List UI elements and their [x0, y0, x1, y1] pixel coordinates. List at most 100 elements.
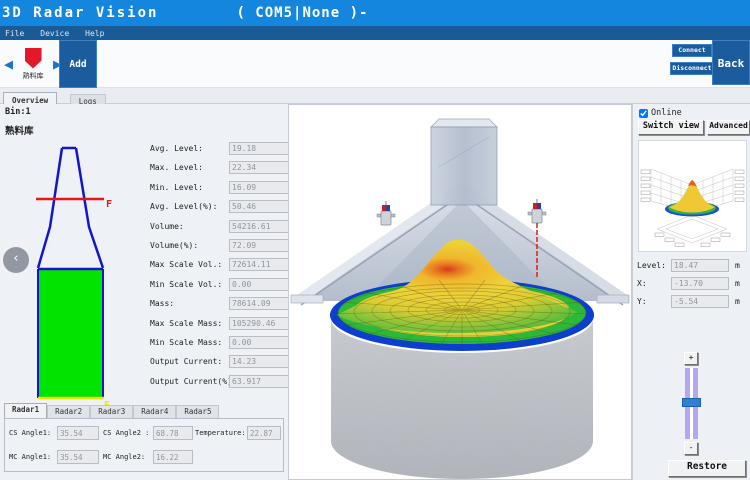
- zoom-out-button[interactable]: -: [684, 442, 698, 455]
- metric-label: Mass:: [150, 299, 175, 309]
- bin-icon-label: 熟料库: [22, 71, 44, 80]
- roof-chute: [430, 126, 498, 206]
- metric-row: Min Scale Vol.:m³: [150, 277, 307, 291]
- switch-view-button[interactable]: Switch view: [638, 120, 704, 135]
- metric-row: Avg. Level(%):%: [150, 200, 307, 214]
- radar-sensor-right-icon: [527, 199, 547, 224]
- temperature-label: Temperature:: [195, 429, 246, 437]
- bin-fill-level: [38, 269, 103, 397]
- zoom-slider-handle[interactable]: [682, 398, 701, 407]
- level-label: Level:: [637, 261, 666, 270]
- collapse-panel-button[interactable]: ‹: [3, 247, 29, 273]
- chute-top-face: [430, 118, 498, 128]
- metric-value-input[interactable]: [229, 238, 289, 252]
- back-button[interactable]: Back: [712, 40, 750, 85]
- surface-mesh: [331, 279, 593, 349]
- metric-value-input[interactable]: [229, 219, 289, 233]
- metric-value-input[interactable]: [229, 180, 289, 194]
- y-label: Y:: [637, 297, 647, 306]
- metric-label: Volume(%):: [150, 240, 199, 250]
- temperature-input[interactable]: [247, 426, 281, 440]
- connection-port-label: ( COM5|None )-: [236, 5, 369, 21]
- material-mound: [337, 239, 577, 334]
- online-checkbox[interactable]: [639, 108, 648, 118]
- radar-detail-box: CS Angle1: CS Angle2 : Temperature: MC A…: [4, 418, 284, 472]
- metric-value-input[interactable]: [229, 142, 289, 155]
- radar-tab-1[interactable]: Radar1: [4, 403, 48, 418]
- level-input[interactable]: [671, 259, 729, 272]
- metric-value-input[interactable]: [229, 335, 289, 349]
- tab-strip: Overview Logs: [0, 88, 750, 107]
- overview-panel: Bin:1 熟料库 F E ‹ Avg. Level:m Max. Level:…: [0, 104, 307, 480]
- menu-help[interactable]: Help: [85, 28, 105, 38]
- roof-eave-end-left: [290, 294, 324, 304]
- metric-value-input[interactable]: [229, 374, 289, 388]
- metric-label: Output Current(%):: [150, 376, 237, 386]
- metric-row: Max Scale Vol.:m³: [150, 258, 307, 272]
- connect-button[interactable]: Connect: [672, 44, 712, 57]
- radar-tab-4[interactable]: Radar4: [133, 405, 177, 418]
- metric-label: Min Scale Mass:: [150, 337, 223, 347]
- metric-row: Max. Level:m: [150, 161, 307, 175]
- x-input[interactable]: [671, 277, 729, 290]
- roof-eave-end-right: [596, 294, 630, 304]
- metric-row: Output Current:mA: [150, 355, 307, 369]
- metric-value-input[interactable]: [229, 277, 289, 291]
- metric-value-input[interactable]: [229, 258, 289, 272]
- tab-logs[interactable]: Logs: [69, 94, 106, 107]
- metric-value-input[interactable]: [229, 161, 289, 175]
- bin-name-label: 熟料库: [5, 126, 34, 137]
- bin-id-label: Bin:1: [5, 107, 31, 117]
- mc-angle2-label: MC Angle2:: [103, 453, 146, 461]
- metrics-list: Avg. Level:m Max. Level:m Min. Level:m A…: [150, 142, 307, 388]
- radar-tab-5[interactable]: Radar5: [176, 405, 220, 418]
- metric-row: Volume(%):%: [150, 238, 307, 252]
- cs-angle2-input[interactable]: [153, 426, 193, 440]
- prev-bin-button[interactable]: ◀: [4, 55, 14, 73]
- metric-label: Volume:: [150, 221, 184, 231]
- metric-label: Avg. Level:: [150, 144, 203, 153]
- menu-device[interactable]: Device: [40, 28, 70, 38]
- roof-edge-line-right: [466, 197, 624, 306]
- mc-angle2-input[interactable]: [153, 450, 193, 464]
- surface-minimap[interactable]: [638, 140, 747, 252]
- metric-value-input[interactable]: [229, 316, 289, 330]
- cs-angle2-label: CS Angle2 :: [103, 429, 150, 437]
- metric-row: Mass:ton: [150, 297, 307, 311]
- radar-tab-strip: Radar1 Radar2 Radar3 Radar4 Radar5: [4, 403, 220, 418]
- silo-3d-viewport[interactable]: [288, 104, 632, 480]
- minimap-plot: [640, 168, 745, 247]
- metric-row: Volume:m³: [150, 219, 307, 233]
- advanced-button[interactable]: Advanced: [707, 120, 750, 135]
- metric-row: Min Scale Mass:ton: [150, 335, 307, 349]
- roof-eave-right: [459, 183, 628, 303]
- zoom-in-button[interactable]: +: [684, 352, 698, 365]
- roof-edge-line-left: [300, 197, 458, 306]
- cursor-readout: Level: m X: m Y: m: [637, 254, 749, 308]
- radar-sensor-left-icon: [376, 201, 396, 226]
- metric-value-input[interactable]: [229, 297, 289, 311]
- x-unit: m: [735, 279, 740, 288]
- metric-label: Output Current:: [150, 357, 223, 367]
- roof-eave-left: [296, 183, 465, 303]
- next-bin-button[interactable]: ▶: [53, 55, 63, 73]
- metric-row: Max Scale Mass:ton: [150, 316, 307, 330]
- metric-label: Min Scale Vol.:: [150, 279, 223, 289]
- minimap-peak: [688, 180, 697, 187]
- app-title: 3D Radar Vision: [2, 5, 159, 21]
- add-bin-button[interactable]: Add: [59, 40, 97, 88]
- menu-bar: File Device Help: [0, 26, 750, 40]
- bin-selector: ◀ 熟料库 ▶: [4, 44, 62, 84]
- disconnect-button[interactable]: Disconnect: [670, 62, 714, 75]
- radar-tab-2[interactable]: Radar2: [47, 405, 91, 418]
- restore-view-button[interactable]: Restore: [668, 460, 746, 477]
- y-input[interactable]: [671, 295, 729, 308]
- mc-angle1-input[interactable]: [57, 450, 99, 464]
- metric-label: Max Scale Vol.:: [150, 260, 223, 270]
- metric-value-input[interactable]: [229, 200, 289, 214]
- menu-file[interactable]: File: [5, 28, 25, 38]
- metric-value-input[interactable]: [229, 355, 289, 369]
- radar-tab-3[interactable]: Radar3: [90, 405, 134, 418]
- cs-angle1-input[interactable]: [57, 426, 99, 440]
- metric-label: Max Scale Mass:: [150, 318, 223, 328]
